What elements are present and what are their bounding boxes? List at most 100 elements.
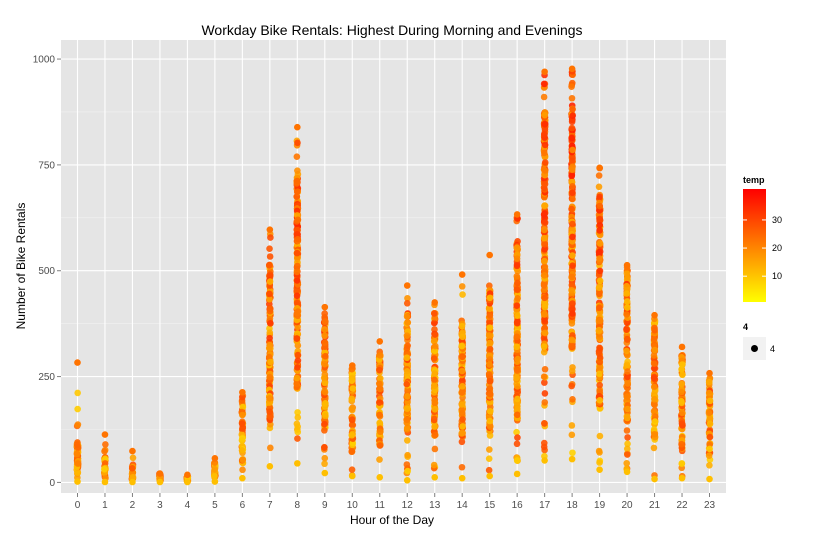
data-point xyxy=(321,444,328,451)
data-point xyxy=(211,472,218,480)
data-point xyxy=(458,283,466,290)
data-point xyxy=(541,121,549,128)
data-point xyxy=(568,422,576,429)
data-point xyxy=(266,408,273,416)
data-point-min xyxy=(678,474,686,482)
data-point xyxy=(568,205,575,213)
data-point xyxy=(348,395,356,403)
data-point xyxy=(74,389,81,397)
data-point xyxy=(514,294,521,302)
data-point xyxy=(596,277,604,285)
data-point xyxy=(459,423,466,430)
data-point xyxy=(458,389,466,396)
data-point xyxy=(650,407,658,415)
data-point xyxy=(623,459,631,467)
data-point xyxy=(485,371,493,378)
x-tick-label: 13 xyxy=(429,500,441,511)
data-point xyxy=(348,466,356,473)
data-point xyxy=(568,166,576,174)
y-axis: 0 250 500 750 1000 xyxy=(33,55,61,489)
data-point xyxy=(678,409,686,417)
data-point xyxy=(239,411,246,419)
data-point-min xyxy=(129,478,136,486)
data-point xyxy=(595,183,603,191)
color-legend-label: 20 xyxy=(772,243,782,253)
data-point xyxy=(403,416,411,424)
data-point-max xyxy=(458,271,466,278)
data-point xyxy=(486,356,494,363)
data-point-min xyxy=(184,478,191,486)
data-point-max xyxy=(568,65,576,73)
size-legend-key xyxy=(751,345,758,352)
data-point xyxy=(294,235,302,243)
data-point xyxy=(540,373,548,380)
data-point xyxy=(376,411,383,419)
data-point xyxy=(321,379,329,387)
data-point xyxy=(513,255,521,262)
data-point xyxy=(431,415,438,423)
y-tick-label: 750 xyxy=(38,160,55,171)
data-point xyxy=(513,428,520,436)
data-point xyxy=(624,380,631,387)
data-point xyxy=(623,347,630,355)
data-point xyxy=(568,94,576,102)
data-point xyxy=(540,286,548,294)
data-point xyxy=(403,380,411,388)
data-point xyxy=(101,465,108,473)
data-point xyxy=(294,351,302,359)
data-point-min xyxy=(348,472,356,480)
data-point xyxy=(624,405,631,413)
x-axis-title: Hour of the Day xyxy=(350,513,434,527)
data-point xyxy=(568,382,575,390)
x-tick-label: 8 xyxy=(295,500,301,511)
data-point xyxy=(404,467,411,475)
x-tick-label: 23 xyxy=(704,500,716,511)
data-point xyxy=(238,436,246,444)
data-point xyxy=(706,415,714,423)
data-point xyxy=(458,342,466,350)
plot-panel xyxy=(61,40,726,493)
data-point xyxy=(293,287,301,295)
data-point-min xyxy=(486,472,493,480)
data-point xyxy=(650,360,658,368)
data-point xyxy=(266,308,274,315)
data-point xyxy=(348,374,356,382)
data-point xyxy=(486,417,494,425)
data-point xyxy=(513,272,521,280)
data-point xyxy=(678,420,686,427)
data-point xyxy=(486,385,494,392)
data-point-min xyxy=(403,476,411,484)
data-point xyxy=(348,448,356,455)
data-point xyxy=(294,167,301,174)
data-point xyxy=(541,329,549,337)
data-point xyxy=(541,149,548,157)
data-point xyxy=(486,378,494,385)
data-point xyxy=(403,437,411,444)
data-point xyxy=(568,171,576,179)
data-point xyxy=(321,388,329,396)
points-layer xyxy=(73,65,714,486)
data-point xyxy=(540,419,548,427)
data-point xyxy=(624,368,631,375)
data-point xyxy=(74,405,81,413)
data-point xyxy=(376,385,384,393)
data-point xyxy=(650,444,658,452)
data-point xyxy=(293,292,301,300)
data-point-min xyxy=(321,469,329,477)
data-point xyxy=(513,286,521,293)
data-point xyxy=(650,426,658,433)
data-point xyxy=(349,385,356,392)
data-point xyxy=(73,450,81,458)
data-point-max xyxy=(623,261,631,269)
data-point xyxy=(650,374,658,382)
data-point xyxy=(541,272,548,279)
data-point xyxy=(294,357,302,364)
data-point xyxy=(540,343,548,350)
data-point xyxy=(595,447,603,455)
color-legend: temp 10 20 30 xyxy=(743,175,782,302)
data-point xyxy=(678,460,686,467)
data-point xyxy=(239,403,247,411)
x-tick-label: 18 xyxy=(567,500,579,511)
data-point-min xyxy=(376,474,384,481)
data-point xyxy=(321,460,328,468)
